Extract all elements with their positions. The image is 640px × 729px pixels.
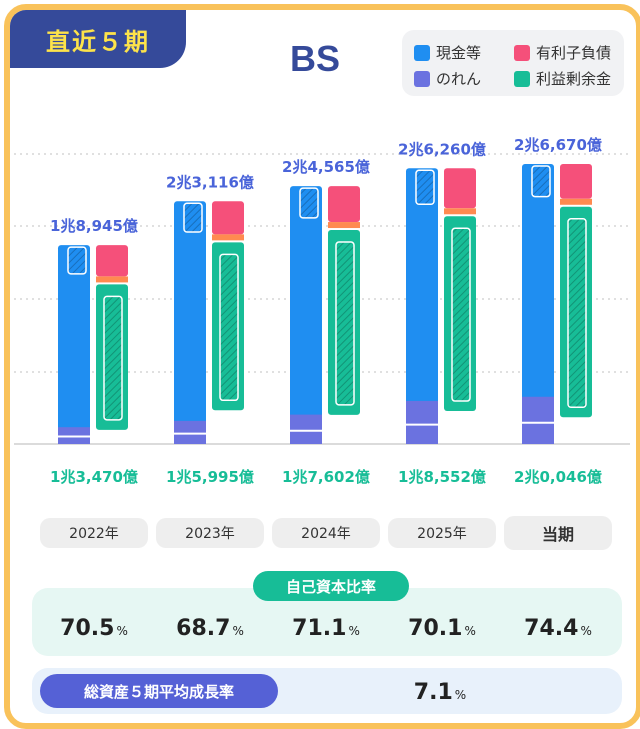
goodwill-segment: [522, 396, 554, 444]
debt-segment: [560, 164, 592, 199]
goodwill-segment: [290, 414, 322, 444]
equity-ratio-value: 70.5: [60, 616, 115, 641]
net-assets-label: 1兆3,470億: [50, 468, 138, 486]
equity-ratio-2022: 70.5%: [40, 616, 148, 641]
year-2023: 2023年: [156, 518, 264, 548]
bs-card: 直近５期 BS 現金等 有利子負債 のれん 利益剰余金 1兆8,945億 1兆3,…: [4, 4, 640, 729]
cash-hatch: [415, 169, 435, 206]
goodwill-swatch-icon: [414, 70, 430, 87]
asset-bar: [406, 168, 438, 445]
legend-cash-label: 現金等: [436, 44, 482, 62]
legend-goodwill: のれん: [414, 68, 481, 89]
legend-retained-label: 利益剰余金: [536, 70, 612, 88]
other-liab-segment: [212, 234, 244, 241]
asset-bar: [290, 186, 322, 444]
legend-goodwill-label: のれん: [436, 70, 482, 88]
equity-ratio-current: 74.4%: [504, 616, 612, 641]
cash-hatch: [299, 187, 319, 219]
year-2025: 2025年: [388, 518, 496, 548]
other-liab-segment: [560, 198, 592, 205]
retained-hatch: [335, 241, 355, 406]
other-liab-segment: [96, 276, 128, 283]
percent-unit: %: [348, 624, 360, 638]
debt-segment: [212, 201, 244, 235]
debt-segment: [444, 168, 476, 209]
cash-swatch-icon: [414, 44, 430, 61]
net-assets-label: 1兆7,602億: [282, 468, 370, 486]
growth-number: 7.1: [413, 680, 453, 705]
goodwill-segment: [174, 420, 206, 444]
other-liab-segment: [444, 208, 476, 215]
total-assets-label: 2兆6,260億: [398, 140, 486, 158]
total-assets-label: 2兆3,116億: [166, 173, 254, 191]
percent-unit: %: [454, 688, 467, 702]
cash-hatch: [67, 246, 87, 275]
year-2024: 2024年: [272, 518, 380, 548]
net-assets-label: 2兆0,046億: [514, 468, 602, 486]
asset-bar: [174, 201, 206, 444]
year-2022: 2022年: [40, 518, 148, 548]
percent-unit: %: [116, 624, 128, 638]
other-liab-segment: [328, 222, 360, 229]
growth-title: 総資産５期平均成長率: [40, 674, 278, 708]
cash-hatch: [183, 202, 203, 233]
goodwill-segment: [406, 400, 438, 444]
total-assets-label: 1兆8,945億: [50, 217, 138, 235]
asset-bar: [58, 245, 90, 444]
equity-ratio-value: 74.4: [524, 616, 579, 641]
equity-ratio-value: 71.1: [292, 616, 347, 641]
legend-debt: 有利子負債: [514, 42, 611, 63]
equity-ratio-value: 68.7: [176, 616, 231, 641]
legend-retained: 利益剰余金: [514, 68, 611, 89]
bs-chart: 1兆8,945億 1兆3,470億 2兆3,116億 1兆5,995億 2兆4,565億…: [14, 136, 630, 486]
legend-cash: 現金等: [414, 42, 481, 63]
total-assets-label: 2兆4,565億: [282, 158, 370, 176]
legend-debt-label: 有利子負債: [536, 44, 612, 62]
equity-ratio-title: 自己資本比率: [253, 571, 409, 601]
retained-hatch: [451, 227, 471, 402]
percent-unit: %: [232, 624, 244, 638]
equity-ratio-2025: 70.1%: [388, 616, 496, 641]
retained-hatch: [567, 218, 587, 408]
net-assets-label: 1兆8,552億: [398, 468, 486, 486]
debt-segment: [328, 186, 360, 223]
debt-swatch-icon: [514, 44, 530, 61]
asset-bar: [522, 164, 554, 444]
growth-value: 7.1%: [386, 680, 494, 705]
percent-unit: %: [464, 624, 476, 638]
total-assets-label: 2兆6,670億: [514, 136, 602, 154]
period-tag: 直近５期: [10, 10, 186, 68]
retained-hatch: [103, 295, 123, 421]
legend: 現金等 有利子負債 のれん 利益剰余金: [402, 30, 624, 96]
retained-swatch-icon: [514, 70, 530, 87]
percent-unit: %: [580, 624, 592, 638]
equity-ratio-2023: 68.7%: [156, 616, 264, 641]
year-current: 当期: [504, 516, 612, 550]
debt-segment: [96, 245, 128, 277]
equity-ratio-2024: 71.1%: [272, 616, 380, 641]
retained-hatch: [219, 253, 239, 402]
chart-title: BS: [289, 38, 340, 79]
equity-ratio-value: 70.1: [408, 616, 463, 641]
cash-hatch: [531, 165, 551, 198]
net-assets-label: 1兆5,995億: [166, 468, 254, 486]
